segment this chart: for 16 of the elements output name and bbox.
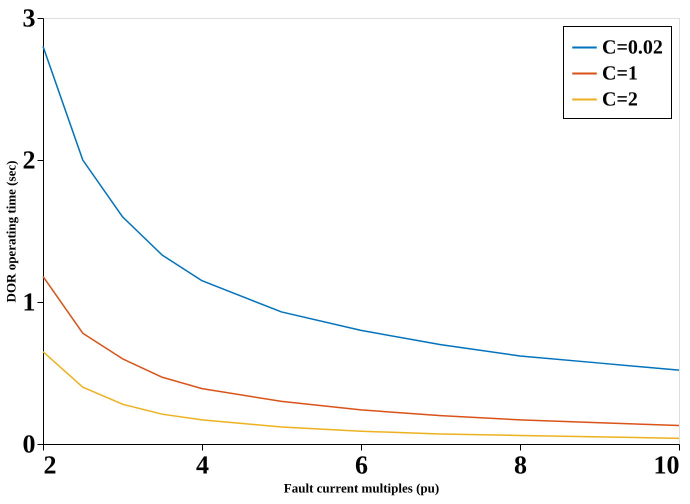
x-tick-label: 2 xyxy=(44,450,56,480)
y-axis-title: DOR operating time (sec) xyxy=(4,160,18,302)
x-tick-label: 10 xyxy=(654,450,680,480)
line-series xyxy=(42,276,680,426)
y-tick-label: 0 xyxy=(22,430,36,458)
legend-label: C=2 xyxy=(602,88,638,110)
y-tick-label: 2 xyxy=(22,146,36,174)
x-tick-label: 4 xyxy=(196,450,209,480)
line-series xyxy=(42,350,680,440)
x-axis-title: Fault current multiples (pu) xyxy=(284,480,440,496)
legend-label: C=0.02 xyxy=(602,36,663,58)
y-tick-label: 3 xyxy=(22,4,36,32)
x-tick-label: 6 xyxy=(355,450,368,480)
x-tick-label: 8 xyxy=(514,450,527,480)
y-tick-label: 1 xyxy=(22,288,36,316)
legend-label: C=1 xyxy=(602,62,638,84)
